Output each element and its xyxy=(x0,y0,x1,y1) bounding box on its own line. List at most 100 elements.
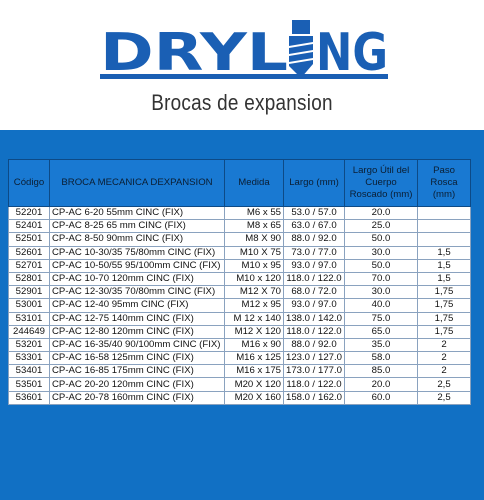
cell-medida: M16 x 175 xyxy=(224,364,284,379)
cell-largo: 88.0 / 92.0 xyxy=(282,337,346,353)
table-row: 53201 CP-AC 16-35/40 90/100mm CINC (FIX) M… xyxy=(8,337,472,353)
cell-broca: CP-AC 10-30/35 75/80mm CINC (FIX) xyxy=(49,245,225,260)
cell-medida: M12 x 95 xyxy=(224,298,284,313)
cell-paso-rosca: 1,5 xyxy=(417,245,472,260)
cell-paso-rosca xyxy=(417,205,472,221)
header-largo-util: Largo Útil del Cuerpo Roscado (mm) xyxy=(344,159,419,207)
cell-paso-rosca: 1,75 xyxy=(417,311,472,326)
cell-codigo: 244649 xyxy=(8,324,50,339)
cell-largo-util: 30.0 xyxy=(344,245,419,260)
cell-broca: CP-AC 16-35/40 90/100mm CINC (FIX) xyxy=(49,337,225,353)
cell-medida: M6 x 55 xyxy=(224,205,284,221)
table-row: 53501 CP-AC 20-20 120mm CINC (FIX) M20 X 1… xyxy=(8,377,472,392)
cell-paso-rosca: 1,5 xyxy=(417,258,472,273)
cell-medida: M20 X 160 xyxy=(224,390,284,405)
cell-medida: M8 x 65 xyxy=(224,219,284,234)
svg-text:NG: NG xyxy=(316,23,388,83)
header-largo: Largo (mm) xyxy=(282,159,346,207)
drill-bit-icon xyxy=(289,20,313,78)
cell-medida: M16 x 125 xyxy=(224,351,284,366)
cell-medida: M16 x 90 xyxy=(224,337,284,353)
cell-broca: CP-AC 12-40 95mm CINC (FIX) xyxy=(49,298,225,313)
cell-largo-util: 20.0 xyxy=(344,205,419,221)
product-spec-table: Código BROCA MECANICA DEXPANSION Medida … xyxy=(8,159,472,405)
cell-codigo: 52701 xyxy=(8,258,50,273)
table-row: 52501 CP-AC 8-50 90mm CINC (FIX) M8 X 90 88… xyxy=(8,232,472,247)
cell-broca: CP-AC 16-58 125mm CINC (FIX) xyxy=(49,351,225,366)
cell-broca: CP-AC 8-50 90mm CINC (FIX) xyxy=(49,232,225,247)
cell-codigo: 52901 xyxy=(8,285,50,300)
cell-largo-util: 85.0 xyxy=(344,364,419,379)
cell-codigo: 52801 xyxy=(8,271,50,287)
table-row: 53101 CP-AC 12-75 140mm CINC (FIX) M 12 x … xyxy=(8,311,472,326)
cell-codigo: 52201 xyxy=(8,205,50,221)
cell-largo: 63.0 / 67.0 xyxy=(282,219,346,234)
cell-largo-util: 40.0 xyxy=(344,298,419,313)
cell-largo: 118.0 / 122.0 xyxy=(282,324,346,339)
cell-largo-util: 75.0 xyxy=(344,311,419,326)
cell-largo-util: 50.0 xyxy=(344,232,419,247)
cell-largo: 88.0 / 92.0 xyxy=(282,232,346,247)
cell-broca: CP-AC 12-30/35 70/80mm CINC (FIX) xyxy=(49,285,225,300)
cell-medida: M10 x 95 xyxy=(224,258,284,273)
cell-codigo: 53401 xyxy=(8,364,50,379)
cell-medida: M12 X 70 xyxy=(224,285,284,300)
cell-largo: 73.0 / 77.0 xyxy=(282,245,346,260)
cell-largo-util: 50.0 xyxy=(344,258,419,273)
cell-broca: CP-AC 12-80 120mm CINC (FIX) xyxy=(49,324,225,339)
table-row: 52901 CP-AC 12-30/35 70/80mm CINC (FIX) M1… xyxy=(8,285,472,300)
cell-broca: CP-AC 10-70 120mm CINC (FIX) xyxy=(49,271,225,287)
table-row: 53301 CP-AC 16-58 125mm CINC (FIX) M16 x 1… xyxy=(8,351,472,366)
cell-medida: M12 X 120 xyxy=(224,324,284,339)
table-row: 52701 CP-AC 10-50/55 95/100mm CINC (FIX) M… xyxy=(8,258,472,273)
cell-largo-util: 20.0 xyxy=(344,377,419,392)
cell-codigo: 53601 xyxy=(8,390,50,405)
cell-largo-util: 65.0 xyxy=(344,324,419,339)
page-subtitle: Brocas de expansion xyxy=(151,90,333,115)
drylling-logo: DRYL NG xyxy=(100,20,388,83)
table-row: 244649 CP-AC 12-80 120mm CINC (FIX) M12 X … xyxy=(8,324,472,339)
cell-codigo: 53001 xyxy=(8,298,50,313)
table-row: 53001 CP-AC 12-40 95mm CINC (FIX) M12 x 95… xyxy=(8,298,472,313)
cell-largo: 118.0 / 122.0 xyxy=(282,271,346,287)
cell-codigo: 53101 xyxy=(8,311,50,326)
header-codigo: Código xyxy=(8,159,50,207)
cell-paso-rosca: 2 xyxy=(417,337,472,353)
cell-paso-rosca: 2 xyxy=(417,351,472,366)
cell-paso-rosca: 1,75 xyxy=(417,285,472,300)
cell-codigo: 53301 xyxy=(8,351,50,366)
cell-paso-rosca xyxy=(417,219,472,234)
table-row: 52601 CP-AC 10-30/35 75/80mm CINC (FIX) M1… xyxy=(8,245,472,260)
cell-medida: M20 X 120 xyxy=(224,377,284,392)
cell-broca: CP-AC 8-25 65 mm CINC (FIX) xyxy=(49,219,225,234)
header-broca: BROCA MECANICA DEXPANSION xyxy=(49,159,225,207)
cell-paso-rosca: 2,5 xyxy=(417,390,472,405)
cell-codigo: 52501 xyxy=(8,232,50,247)
cell-largo: 118.0 / 122.0 xyxy=(282,377,346,392)
cell-medida: M8 X 90 xyxy=(224,232,284,247)
cell-codigo: 52601 xyxy=(8,245,50,260)
table-body: 52201 CP-AC 6-20 55mm CINC (FIX) M6 x 55 53… xyxy=(8,205,472,405)
cell-codigo: 52401 xyxy=(8,219,50,234)
cell-medida: M 12 x 140 xyxy=(224,311,284,326)
cell-largo: 68.0 / 72.0 xyxy=(282,285,346,300)
cell-paso-rosca: 2,5 xyxy=(417,377,472,392)
cell-paso-rosca: 2 xyxy=(417,364,472,379)
cell-largo: 123.0 / 127.0 xyxy=(282,351,346,366)
cell-codigo: 53501 xyxy=(8,377,50,392)
cell-largo-util: 58.0 xyxy=(344,351,419,366)
cell-largo-util: 60.0 xyxy=(344,390,419,405)
table-header-row: Código BROCA MECANICA DEXPANSION Medida … xyxy=(8,159,472,207)
cell-paso-rosca: 1,75 xyxy=(417,324,472,339)
cell-largo: 138.0 / 142.0 xyxy=(282,311,346,326)
cell-largo-util: 70.0 xyxy=(344,271,419,287)
table-row: 52801 CP-AC 10-70 120mm CINC (FIX) M10 x 1… xyxy=(8,271,472,287)
table-row: 53601 CP-AC 20-78 160mm CINC (FIX) M20 X 1… xyxy=(8,390,472,405)
cell-broca: CP-AC 20-20 120mm CINC (FIX) xyxy=(49,377,225,392)
cell-paso-rosca: 1,75 xyxy=(417,298,472,313)
table-row: 52201 CP-AC 6-20 55mm CINC (FIX) M6 x 55 53… xyxy=(8,205,472,221)
cell-medida: M10 x 120 xyxy=(224,271,284,287)
svg-text:DRYL: DRYL xyxy=(100,23,288,83)
cell-largo-util: 30.0 xyxy=(344,285,419,300)
cell-broca: CP-AC 6-20 55mm CINC (FIX) xyxy=(49,205,225,221)
